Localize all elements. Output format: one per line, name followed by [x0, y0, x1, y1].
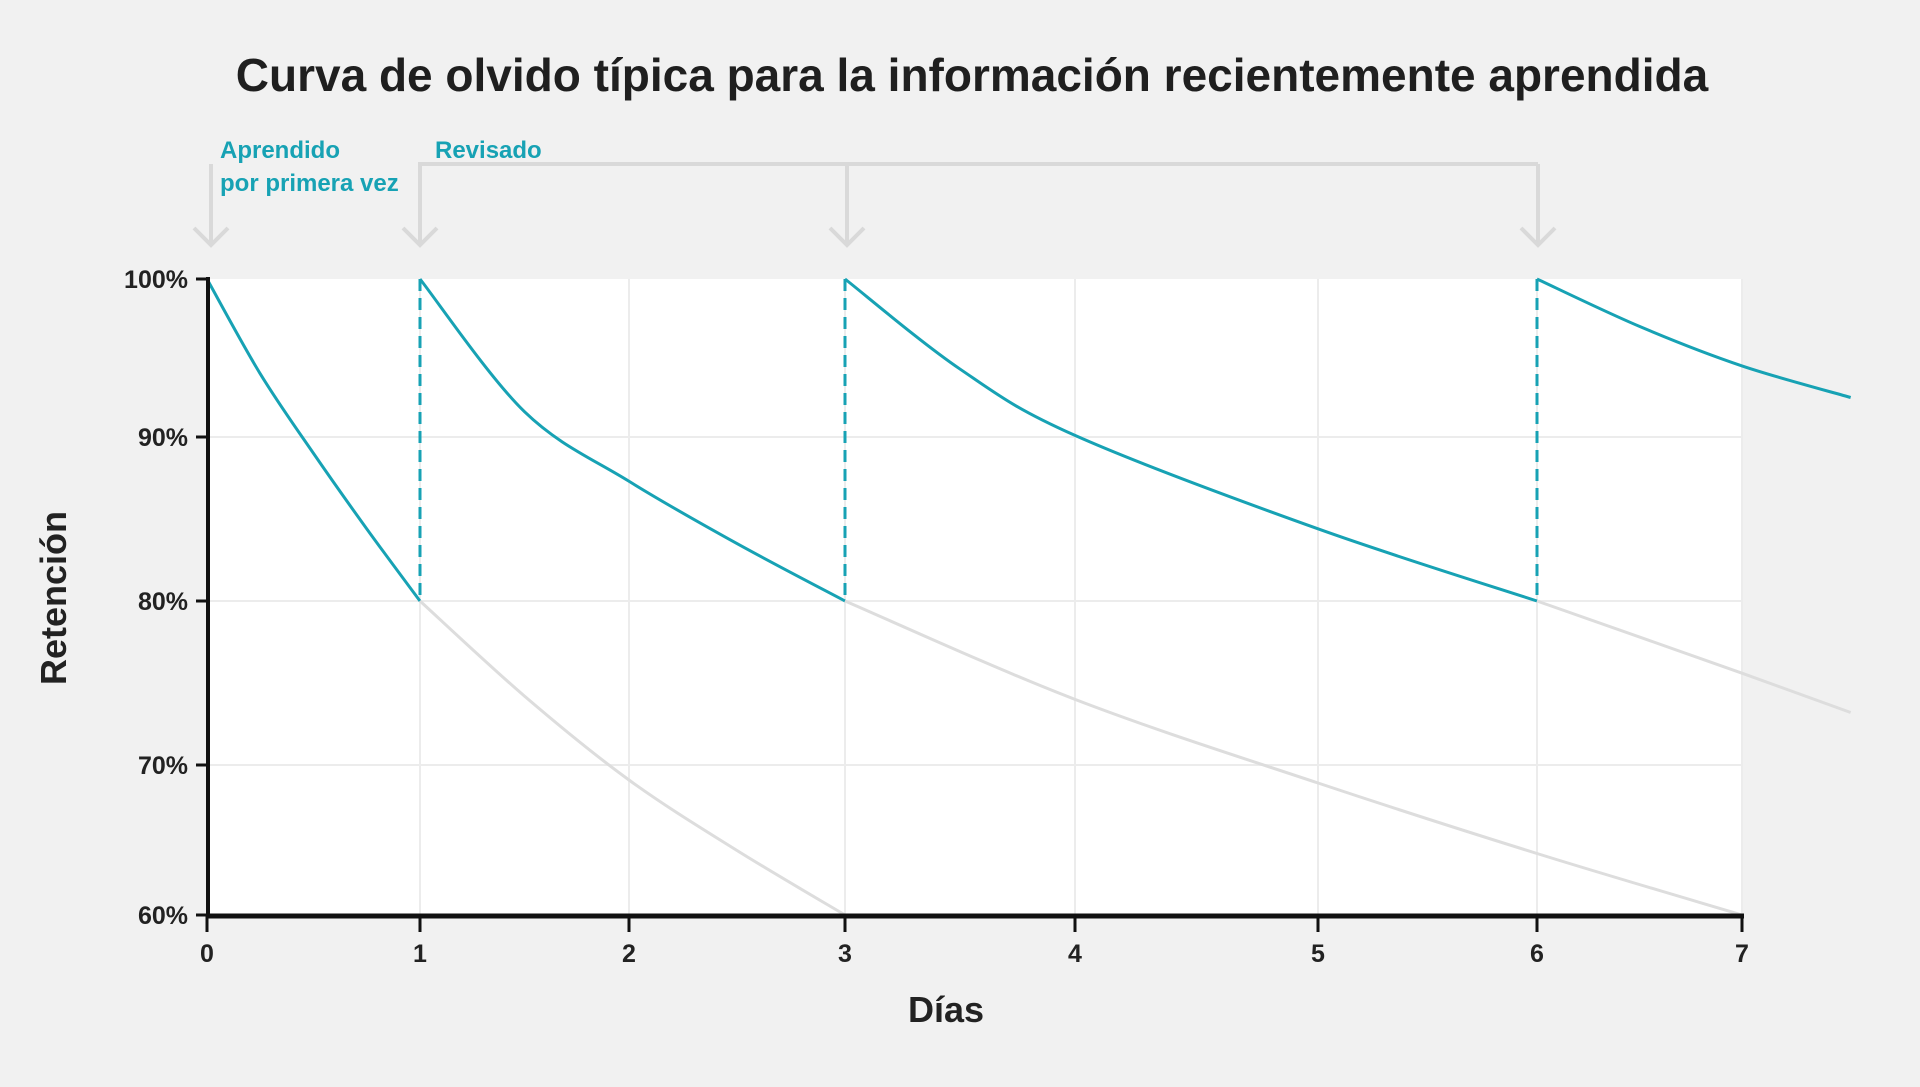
x-tick-label: 1	[413, 940, 427, 968]
x-tick-label: 3	[838, 940, 852, 968]
arrow-down-icon	[401, 226, 439, 248]
series-retention-after-learning	[205, 278, 422, 602]
series	[205, 277, 1852, 917]
x-axis-label: Días	[908, 989, 984, 1030]
series-retention-after-review-1	[418, 278, 846, 603]
series-retention-after-review-2	[844, 277, 1538, 603]
arrow-down-icon	[1519, 226, 1557, 248]
y-tick-label: 90%	[138, 424, 188, 452]
chart-title: Curva de olvido típica para la informaci…	[236, 49, 1709, 101]
arrow-down-icon	[192, 226, 230, 248]
x-tick-label: 0	[200, 940, 214, 968]
x-tick-label: 7	[1735, 940, 1749, 968]
plot-area	[207, 279, 1742, 915]
x-tick-label: 4	[1068, 940, 1082, 968]
series-forgetting-without-review-3	[1536, 599, 1852, 714]
y-tick-label: 80%	[138, 588, 188, 616]
x-tick-label: 2	[622, 940, 636, 968]
series-forgetting-without-review-2	[844, 599, 1743, 917]
axes: 0 1 2 3 4 5 6 7 100% 90% 80% 70% 60%	[124, 266, 1749, 968]
arrow-down-icon	[828, 226, 866, 248]
y-axis-label: Retención	[33, 511, 74, 685]
series-forgetting-without-review-1	[418, 599, 846, 917]
review-annotations: Aprendido por primera vez Revisado	[192, 137, 1557, 248]
y-tick-label: 70%	[138, 752, 188, 780]
x-tick-label: 5	[1311, 940, 1325, 968]
y-tick-label: 60%	[138, 902, 188, 930]
y-tick-label: 100%	[124, 266, 188, 294]
series-retention-after-review-3	[1536, 277, 1852, 399]
first-learned-label-line1: Aprendido	[220, 137, 340, 164]
reviewed-label: Revisado	[435, 137, 542, 164]
first-learned-label-line2: por primera vez	[220, 170, 399, 197]
review-bracket	[418, 162, 1538, 245]
x-tick-label: 6	[1530, 940, 1544, 968]
